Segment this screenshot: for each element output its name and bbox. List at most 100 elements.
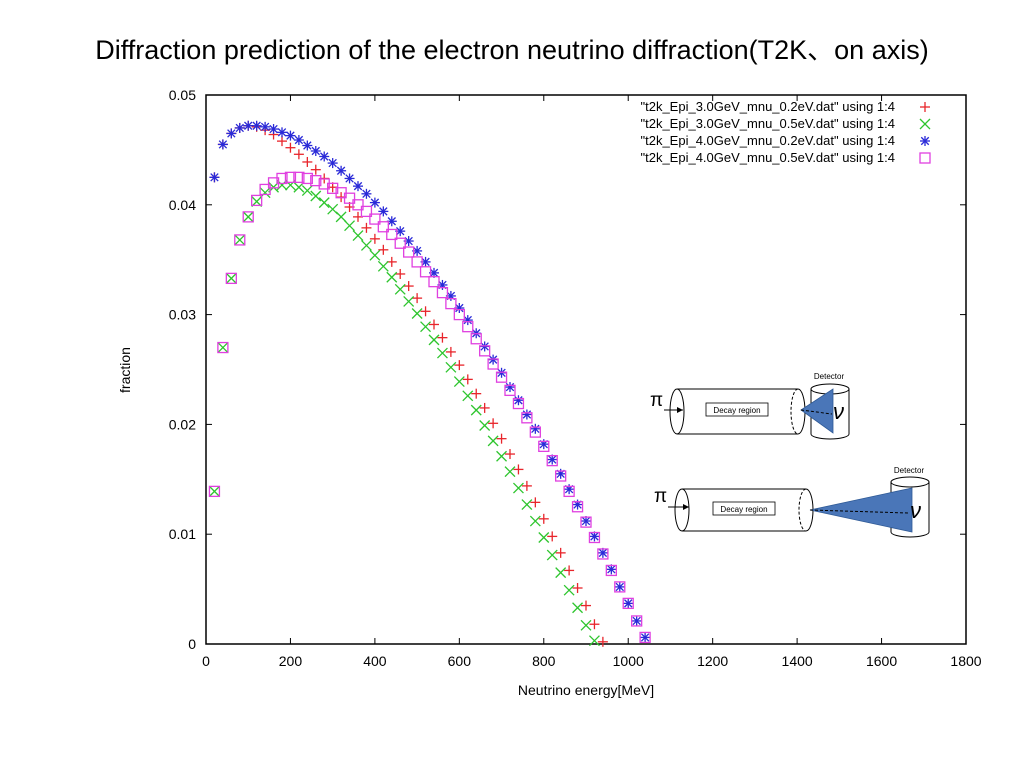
legend-label: "t2k_Epi_3.0GeV_mnu_0.5eV.dat" using 1:4 bbox=[641, 116, 896, 131]
data-point bbox=[293, 135, 304, 146]
series-4 bbox=[208, 171, 651, 644]
data-point bbox=[496, 450, 508, 462]
x-tick-label: 400 bbox=[363, 653, 387, 669]
data-point bbox=[369, 233, 380, 244]
data-point bbox=[564, 565, 575, 576]
data-point bbox=[504, 384, 516, 397]
data-point bbox=[403, 246, 415, 258]
data-point bbox=[479, 402, 490, 413]
data-point bbox=[487, 358, 499, 370]
data-point bbox=[588, 531, 601, 544]
decay-region-box bbox=[705, 402, 769, 417]
data-point bbox=[631, 615, 642, 626]
pion-symbol: π bbox=[654, 486, 667, 507]
data-point bbox=[572, 602, 584, 614]
y-axis-label: fraction bbox=[117, 347, 133, 393]
x-tick-label: 1200 bbox=[697, 653, 728, 669]
data-point bbox=[420, 321, 432, 333]
data-point bbox=[555, 567, 567, 579]
data-point bbox=[487, 435, 499, 447]
legend-label: "t2k_Epi_3.0GeV_mnu_0.2eV.dat" using 1:4 bbox=[641, 99, 896, 114]
y-tick-label: 0 bbox=[188, 636, 196, 652]
data-point bbox=[369, 197, 380, 208]
pion-symbol: π bbox=[650, 390, 663, 411]
data-point bbox=[462, 374, 473, 385]
data-point bbox=[302, 140, 313, 151]
data-point bbox=[360, 239, 372, 251]
y-tick-label: 0.04 bbox=[169, 197, 196, 213]
data-point bbox=[352, 199, 364, 211]
legend-label: "t2k_Epi_4.0GeV_mnu_0.2eV.dat" using 1:4 bbox=[641, 133, 896, 148]
data-point bbox=[606, 564, 617, 575]
data-point bbox=[284, 171, 297, 184]
data-point bbox=[622, 597, 634, 610]
data-point bbox=[243, 120, 254, 131]
pion-arrowhead bbox=[683, 504, 689, 510]
legend-label: "t2k_Epi_4.0GeV_mnu_0.5eV.dat" using 1:4 bbox=[641, 150, 896, 165]
data-point bbox=[378, 206, 389, 217]
data-point bbox=[538, 513, 549, 524]
data-point bbox=[395, 268, 406, 279]
data-point bbox=[470, 404, 482, 416]
neutrino-direction bbox=[809, 509, 909, 514]
data-point bbox=[521, 499, 533, 511]
data-point bbox=[513, 464, 524, 475]
data-point bbox=[225, 272, 237, 285]
detector-label: Detector bbox=[894, 466, 925, 475]
data-point bbox=[318, 197, 330, 209]
data-point bbox=[555, 547, 566, 558]
data-point bbox=[377, 260, 389, 272]
decay-pipe-entry bbox=[674, 488, 690, 532]
data-point bbox=[605, 564, 617, 577]
series-3 bbox=[209, 120, 651, 643]
data-point bbox=[353, 181, 363, 192]
data-point bbox=[403, 236, 414, 247]
data-point bbox=[529, 515, 541, 527]
detector-bottom bbox=[890, 531, 930, 538]
data-point bbox=[217, 341, 229, 354]
data-point bbox=[234, 234, 246, 246]
data-point bbox=[462, 315, 473, 326]
series-layer bbox=[208, 120, 651, 647]
data-point bbox=[505, 382, 515, 393]
axis-ticks bbox=[206, 95, 966, 644]
data-point bbox=[631, 615, 643, 627]
data-point bbox=[344, 173, 355, 184]
y-tick-label: 0.05 bbox=[169, 87, 196, 103]
neutrino-cone bbox=[800, 388, 834, 434]
data-point bbox=[260, 121, 271, 132]
data-point bbox=[504, 466, 516, 478]
data-point bbox=[597, 636, 608, 647]
data-point bbox=[268, 124, 279, 135]
data-point bbox=[623, 598, 634, 609]
decay-diagram-inset-2: π Decay region Detector ν bbox=[654, 466, 930, 538]
data-point bbox=[226, 128, 237, 139]
data-point bbox=[588, 635, 600, 647]
data-point bbox=[251, 194, 263, 207]
data-point bbox=[378, 244, 389, 255]
data-point bbox=[360, 205, 373, 218]
data-point bbox=[547, 531, 558, 542]
data-point bbox=[251, 120, 262, 131]
data-point bbox=[336, 165, 347, 176]
data-point bbox=[377, 221, 389, 233]
data-point bbox=[512, 397, 525, 410]
legend-marker bbox=[920, 102, 930, 112]
decay-region-label: Decay region bbox=[713, 406, 760, 415]
data-point bbox=[276, 172, 288, 185]
data-point bbox=[327, 158, 338, 169]
data-point bbox=[572, 499, 583, 510]
data-point bbox=[411, 308, 423, 319]
data-point bbox=[589, 619, 600, 630]
data-point bbox=[530, 423, 541, 434]
data-point bbox=[386, 228, 398, 241]
data-point bbox=[225, 272, 237, 284]
data-point bbox=[310, 190, 322, 202]
data-point bbox=[597, 547, 608, 558]
data-point bbox=[319, 151, 330, 162]
data-point bbox=[479, 345, 491, 357]
x-tick-label: 1000 bbox=[613, 653, 644, 669]
x-tick-label: 0 bbox=[202, 653, 210, 669]
data-point bbox=[310, 174, 322, 187]
data-point bbox=[462, 390, 474, 402]
